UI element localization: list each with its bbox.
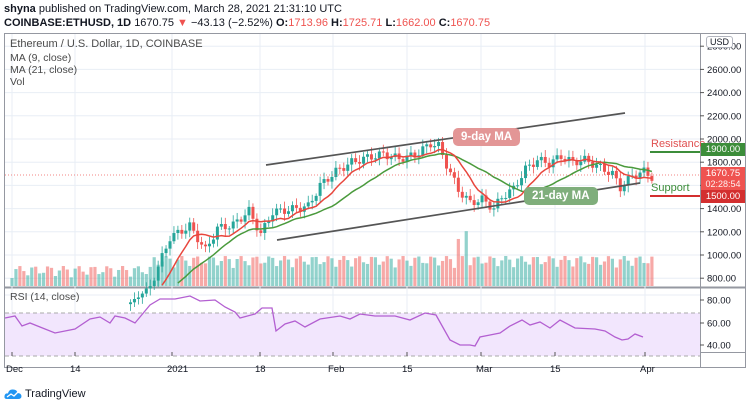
tradingview-cloud-icon	[4, 389, 22, 399]
rsi-legend[interactable]: RSI (14, close)	[10, 291, 80, 303]
ma21-callout: 21-day MA	[524, 187, 598, 205]
price-change: −43.13 (−2.52%)	[190, 17, 273, 29]
high-value: 1725.71	[342, 17, 383, 29]
channel-top-line	[265, 112, 626, 166]
svg-text:15: 15	[550, 364, 561, 375]
svg-text:2000.00: 2000.00	[707, 135, 741, 146]
svg-text:60.00: 60.00	[707, 319, 731, 330]
last-price-badge: 1670.75 02:28:54	[701, 167, 745, 191]
open-value: 1713.96	[288, 17, 328, 29]
last-price-value: 1670.75	[705, 168, 741, 179]
high-label: H:	[331, 17, 343, 29]
svg-text:Feb: Feb	[328, 364, 344, 375]
symbol-ohlc-bar: COINBASE:ETHUSD, 1D 1670.75 ▼ −43.13 (−2…	[4, 17, 490, 29]
ma21-callout-label: 21-day MA	[532, 190, 590, 202]
svg-text:18: 18	[255, 364, 266, 375]
svg-text:1000.00: 1000.00	[707, 251, 741, 262]
tradingview-logo[interactable]: TradingView	[4, 388, 86, 400]
svg-text:14: 14	[70, 364, 81, 375]
svg-text:Dec: Dec	[6, 364, 23, 375]
volume-legend[interactable]: Vol	[10, 76, 25, 88]
publish-info: shyna published on TradingView.com, Marc…	[4, 3, 342, 15]
close-value: 1670.75	[450, 17, 491, 29]
svg-text:Apr: Apr	[640, 364, 655, 375]
support-line	[650, 195, 700, 197]
resistance-label: Resistance	[651, 138, 706, 150]
resistance-price-badge: 1900.00	[701, 143, 745, 156]
svg-text:800.00: 800.00	[707, 274, 736, 285]
publish-text: published on TradingView.com, March 28, …	[35, 3, 342, 15]
ma21-legend[interactable]: MA (21, close)	[10, 64, 78, 76]
down-arrow-icon: ▼	[177, 17, 188, 29]
svg-text:1200.00: 1200.00	[707, 227, 741, 238]
open-label: O:	[275, 17, 289, 29]
close-label: C:	[438, 17, 451, 29]
svg-text:1800.00: 1800.00	[707, 158, 741, 169]
low-label: L:	[385, 17, 396, 29]
currency-badge[interactable]: USD	[706, 36, 734, 48]
ma9-legend[interactable]: MA (9, close)	[10, 52, 72, 64]
ma9-callout-label: 9-day MA	[461, 131, 513, 143]
svg-text:80.00: 80.00	[707, 296, 731, 307]
chart-title: Ethereum / U.S. Dollar, 1D, COINBASE	[10, 38, 203, 50]
svg-text:2600.00: 2600.00	[707, 65, 741, 76]
low-value: 1662.00	[395, 17, 436, 29]
symbol: COINBASE:ETHUSD, 1D	[4, 17, 132, 29]
svg-text:15: 15	[402, 364, 413, 375]
svg-text:40.00: 40.00	[707, 341, 731, 352]
last-price: 1670.75	[134, 17, 174, 29]
publisher-name: shyna	[4, 3, 36, 15]
svg-text:2200.00: 2200.00	[707, 111, 741, 122]
tradingview-brand: TradingView	[25, 388, 86, 400]
svg-text:2400.00: 2400.00	[707, 88, 741, 99]
countdown: 02:28:54	[705, 179, 741, 189]
resistance-line	[650, 151, 700, 153]
ma9-callout: 9-day MA	[453, 128, 521, 146]
svg-text:1400.00: 1400.00	[707, 204, 741, 215]
support-label: Support	[651, 182, 690, 194]
svg-text:Mar: Mar	[476, 364, 492, 375]
svg-text:2021: 2021	[167, 364, 188, 375]
support-price-badge: 1500.00	[701, 190, 745, 203]
